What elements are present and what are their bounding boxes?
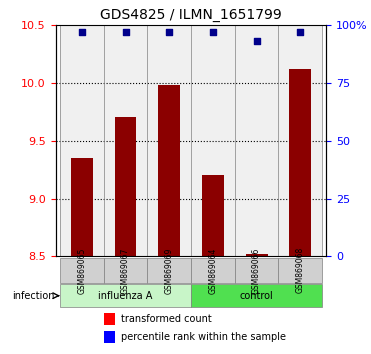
Point <box>79 29 85 35</box>
Point <box>297 29 303 35</box>
Bar <box>235 25 278 256</box>
FancyBboxPatch shape <box>191 258 235 283</box>
Text: GSM869064: GSM869064 <box>209 247 217 293</box>
Point <box>122 29 128 35</box>
Bar <box>246 254 267 256</box>
Point <box>210 29 216 35</box>
Bar <box>202 175 224 256</box>
FancyBboxPatch shape <box>104 258 147 283</box>
Bar <box>60 25 104 256</box>
Bar <box>289 69 311 256</box>
Bar <box>278 25 322 256</box>
Bar <box>115 118 137 256</box>
Point <box>166 29 172 35</box>
Text: infection: infection <box>12 291 55 301</box>
Bar <box>104 25 147 256</box>
FancyBboxPatch shape <box>235 258 278 283</box>
Bar <box>104 313 115 325</box>
FancyBboxPatch shape <box>278 258 322 283</box>
Bar <box>191 25 235 256</box>
Text: GSM869067: GSM869067 <box>121 247 130 293</box>
Title: GDS4825 / ILMN_1651799: GDS4825 / ILMN_1651799 <box>100 8 282 22</box>
FancyBboxPatch shape <box>147 258 191 283</box>
FancyBboxPatch shape <box>60 284 191 307</box>
Text: influenza A: influenza A <box>98 291 153 301</box>
Bar <box>158 85 180 256</box>
Bar <box>104 331 115 343</box>
Text: GSM869068: GSM869068 <box>296 247 305 293</box>
Text: GSM869069: GSM869069 <box>165 247 174 293</box>
Text: control: control <box>240 291 273 301</box>
FancyBboxPatch shape <box>191 284 322 307</box>
Bar <box>71 158 93 256</box>
Text: transformed count: transformed count <box>121 314 211 324</box>
Bar <box>147 25 191 256</box>
Text: GSM869065: GSM869065 <box>78 247 86 293</box>
Point <box>254 38 260 44</box>
Text: GSM869066: GSM869066 <box>252 247 261 293</box>
FancyBboxPatch shape <box>60 258 104 283</box>
Text: percentile rank within the sample: percentile rank within the sample <box>121 332 286 342</box>
